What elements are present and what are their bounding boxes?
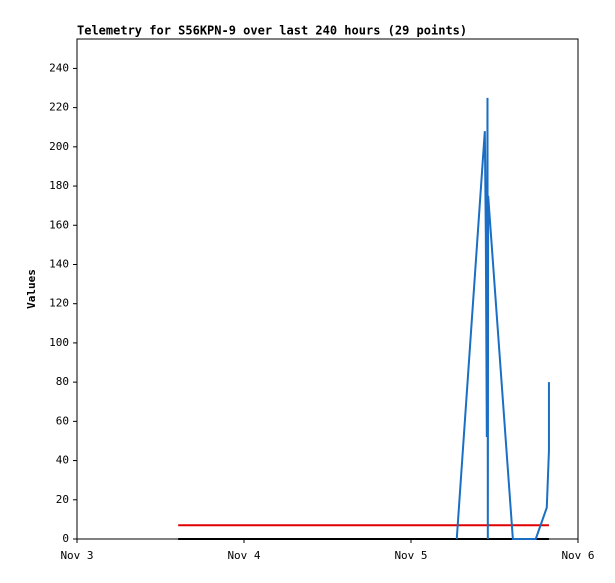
y-tick-label: 200 <box>49 140 69 153</box>
y-tick-label: 220 <box>49 101 69 114</box>
y-tick-label: 40 <box>56 454 69 467</box>
y-tick-label: 20 <box>56 493 69 506</box>
y-tick-label: 240 <box>49 61 69 74</box>
y-axis-label: Values <box>25 269 38 309</box>
y-tick-label: 160 <box>49 218 69 231</box>
x-tick-label: Nov 3 <box>60 549 93 562</box>
series-line <box>455 97 550 540</box>
chart-title: Telemetry for S56KPN-9 over last 240 hou… <box>77 24 467 38</box>
y-tick-label: 100 <box>49 336 69 349</box>
x-tick-label: Nov 4 <box>227 549 260 562</box>
y-tick-label: 180 <box>49 179 69 192</box>
y-tick-label: 120 <box>49 297 69 310</box>
plot-frame <box>76 38 579 540</box>
x-tick-label: Nov 6 <box>561 549 594 562</box>
y-tick-label: 80 <box>56 375 69 388</box>
y-tick-label: 0 <box>62 532 69 545</box>
y-tick-label: 140 <box>49 257 69 270</box>
x-tick-label: Nov 5 <box>394 549 427 562</box>
y-tick-label: 60 <box>56 414 69 427</box>
